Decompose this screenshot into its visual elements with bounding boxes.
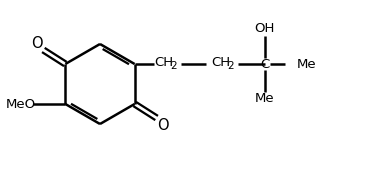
Text: O: O [157, 117, 169, 132]
Text: CH: CH [211, 56, 230, 69]
Text: Me: Me [255, 92, 274, 105]
Text: MeO: MeO [5, 98, 35, 111]
Text: Me: Me [297, 57, 316, 70]
Text: 2: 2 [227, 61, 234, 71]
Text: 2: 2 [170, 61, 177, 71]
Text: CH: CH [154, 56, 173, 69]
Text: C: C [260, 57, 269, 70]
Text: OH: OH [254, 22, 275, 35]
Text: O: O [31, 35, 43, 51]
